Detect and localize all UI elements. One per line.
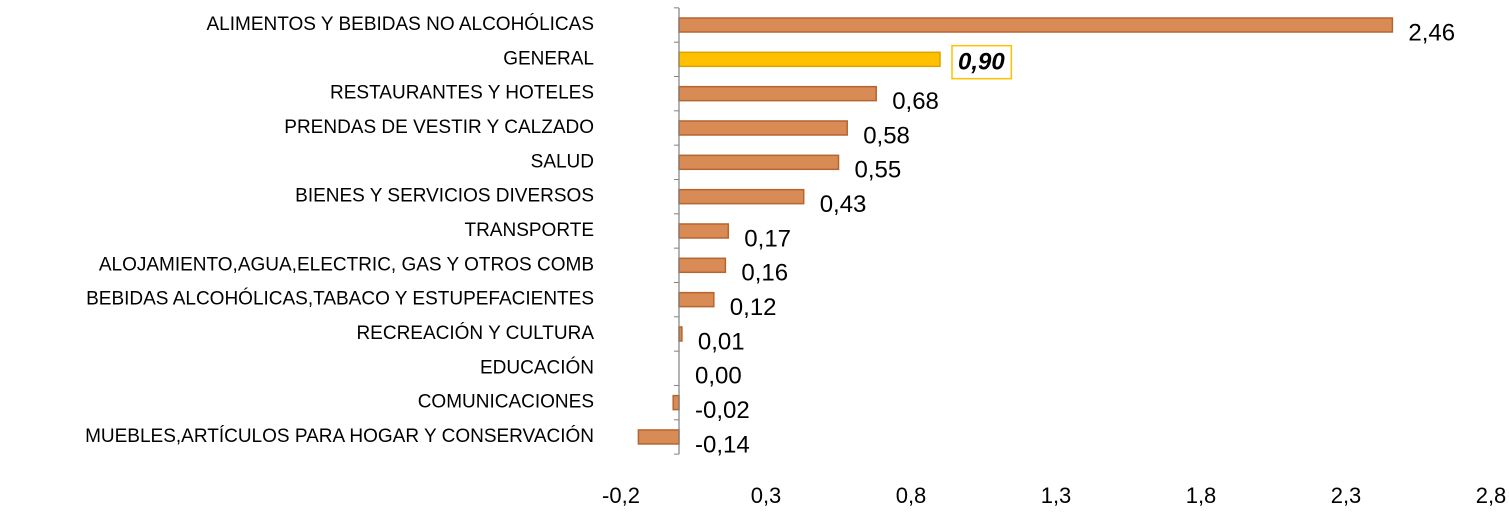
- category-label: BIENES Y SERVICIOS DIVERSOS: [295, 186, 594, 207]
- x-tick-label: 1,8: [1186, 483, 1217, 508]
- category-label: GENERAL: [503, 48, 594, 69]
- bar: [678, 291, 715, 308]
- category-label: MUEBLES,ARTÍCULOS PARA HOGAR Y CONSERVAC…: [85, 425, 594, 447]
- category-label: SALUD: [531, 151, 594, 172]
- value-label: 0,55: [855, 157, 902, 184]
- value-label: 0,43: [820, 191, 867, 218]
- category-label: EDUCACIÓN: [480, 356, 594, 378]
- bar: [678, 51, 941, 68]
- bar: [678, 85, 877, 102]
- x-tick-label: 2,8: [1476, 483, 1507, 508]
- value-label: 0,01: [698, 328, 745, 355]
- value-label: 0,12: [730, 294, 777, 321]
- category-label: PRENDAS DE VESTIR Y CALZADO: [284, 117, 594, 138]
- category-label: ALOJAMIENTO,AGUA,ELECTRIC, GAS Y OTROS C…: [99, 254, 594, 275]
- category-label: TRANSPORTE: [464, 220, 594, 241]
- value-label: 0,58: [863, 122, 910, 149]
- bar: [637, 429, 680, 445]
- value-label: 0,16: [741, 260, 788, 287]
- bar: [678, 223, 730, 239]
- category-label: RECREACIÓN Y CULTURA: [356, 322, 594, 344]
- x-tick-label: 2,3: [1331, 483, 1362, 508]
- category-label: BEBIDAS ALCOHÓLICAS,TABACO Y ESTUPEFACIE…: [86, 288, 594, 310]
- bar: [678, 120, 848, 136]
- bar: [678, 188, 805, 205]
- category-label: COMUNICACIONES: [418, 392, 594, 413]
- x-tick-label: 0,3: [751, 483, 782, 508]
- x-tick-label: -0,2: [602, 483, 640, 508]
- category-label: ALIMENTOS Y BEBIDAS NO ALCOHÓLICAS: [206, 13, 594, 35]
- value-label: 0,90: [958, 49, 1005, 76]
- x-tick-label: 1,3: [1041, 483, 1072, 508]
- bar: [678, 257, 727, 274]
- category-label: RESTAURANTES Y HOTELES: [330, 83, 594, 104]
- x-tick-label: 0,8: [896, 483, 927, 508]
- value-label: 0,17: [744, 225, 791, 252]
- value-label-box: [951, 44, 1013, 80]
- value-label: -0,14: [695, 431, 750, 458]
- value-label: -0,02: [695, 397, 750, 424]
- bar: [678, 154, 840, 171]
- bar: [672, 394, 680, 411]
- value-label: 2,46: [1408, 19, 1455, 46]
- value-label: 0,00: [695, 363, 742, 390]
- bar: [678, 17, 1394, 33]
- value-label: 0,68: [892, 88, 939, 115]
